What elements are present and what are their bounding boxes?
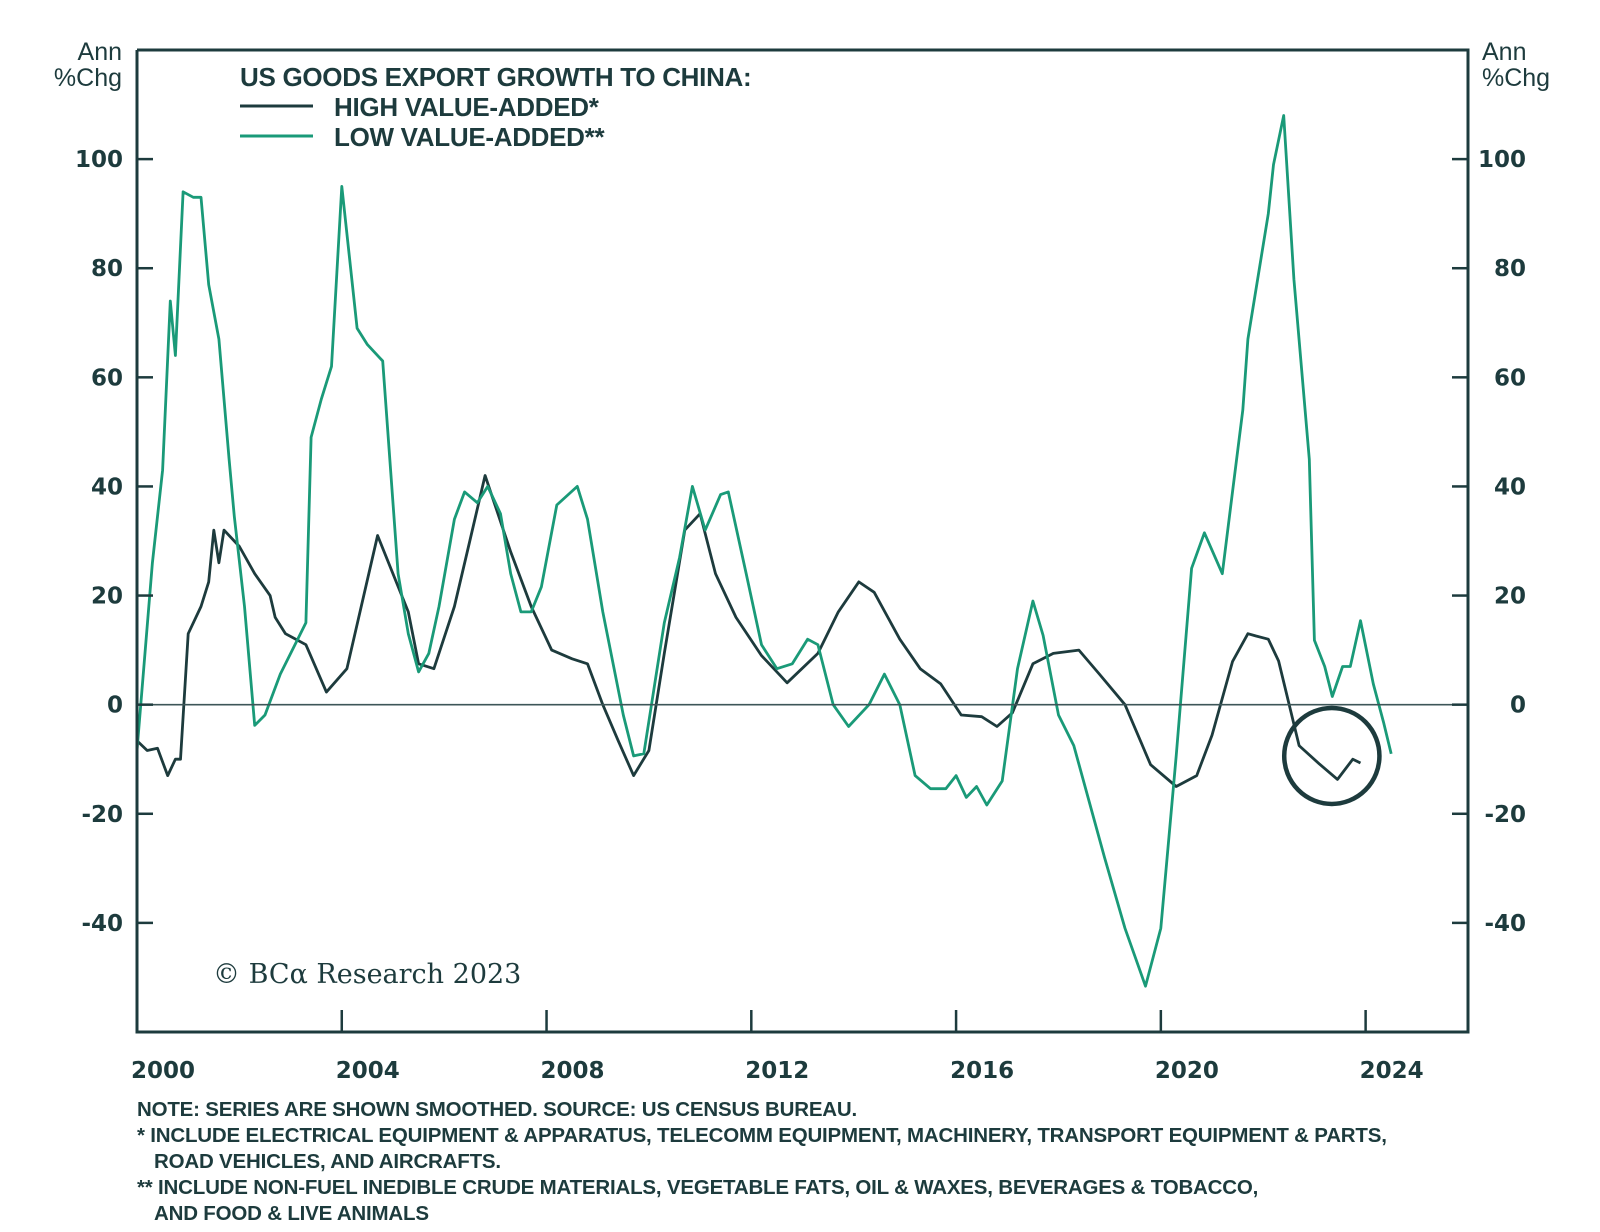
left-axis-unit-line2: %Chg	[54, 64, 122, 92]
highlight-circle-annotation	[1281, 705, 1382, 807]
left-y-tick-label: 80	[91, 256, 123, 282]
x-tick-label: 2020	[1155, 1058, 1219, 1084]
note-high-value-added: * INCLUDE ELECTRICAL EQUIPMENT & APPARAT…	[137, 1124, 1387, 1147]
x-tick-label: 2016	[950, 1058, 1014, 1084]
copyright-watermark: © BCα Research 2023	[213, 959, 521, 990]
left-axis-unit-line1: Ann	[78, 38, 122, 66]
left-y-tick-label: 100	[75, 147, 123, 173]
x-tick-label: 2000	[131, 1058, 195, 1084]
right-y-tick-label: 100	[1478, 147, 1526, 173]
left-y-tick-label: 0	[107, 693, 123, 719]
right-y-tick-label: 40	[1494, 474, 1526, 500]
footnotes: NOTE: SERIES ARE SHOWN SMOOTHED. SOURCE:…	[137, 1097, 1577, 1227]
right-y-tick-label: 20	[1494, 584, 1526, 610]
x-tick-label: 2012	[745, 1058, 809, 1084]
left-y-tick-label: -40	[81, 911, 123, 937]
x-tick-label: 2024	[1360, 1058, 1424, 1084]
plot-frame	[135, 48, 1470, 1034]
note-high-value-added-cont: ROAD VEHICLES, AND AIRCRAFTS.	[154, 1150, 501, 1173]
note-low-value-added-cont: AND FOOD & LIVE ANIMALS	[154, 1202, 429, 1225]
series-low-value-added-line	[135, 114, 1393, 988]
right-y-tick-label: 80	[1494, 256, 1526, 282]
right-y-tick-label: 0	[1510, 693, 1526, 719]
right-y-tick-label: -20	[1484, 802, 1526, 828]
legend-title: US GOODS EXPORT GROWTH TO CHINA:	[240, 62, 751, 92]
left-y-tick-label: 40	[91, 474, 123, 500]
note-source: NOTE: SERIES ARE SHOWN SMOOTHED. SOURCE:…	[137, 1098, 858, 1121]
x-tick-label: 2004	[336, 1058, 400, 1084]
legend: US GOODS EXPORT GROWTH TO CHINA: HIGH VA…	[240, 62, 752, 152]
right-axis-unit-line2: %Chg	[1482, 64, 1550, 92]
left-y-tick-label: 20	[91, 584, 123, 610]
left-y-tick-label: -20	[81, 802, 123, 828]
right-y-tick-label: 60	[1494, 365, 1526, 391]
legend-label-high: HIGH VALUE-ADDED*	[334, 92, 600, 122]
x-tick-label: 2008	[541, 1058, 605, 1084]
legend-label-low: LOW VALUE-ADDED**	[334, 122, 605, 152]
note-low-value-added: ** INCLUDE NON-FUEL INEDIBLE CRUDE MATER…	[137, 1176, 1259, 1199]
series-layer	[135, 114, 1393, 988]
right-axis-unit-line1: Ann	[1482, 38, 1526, 66]
right-y-tick-label: -40	[1484, 911, 1526, 937]
left-y-tick-label: 60	[91, 365, 123, 391]
series-high-value-added-line	[136, 474, 1362, 788]
